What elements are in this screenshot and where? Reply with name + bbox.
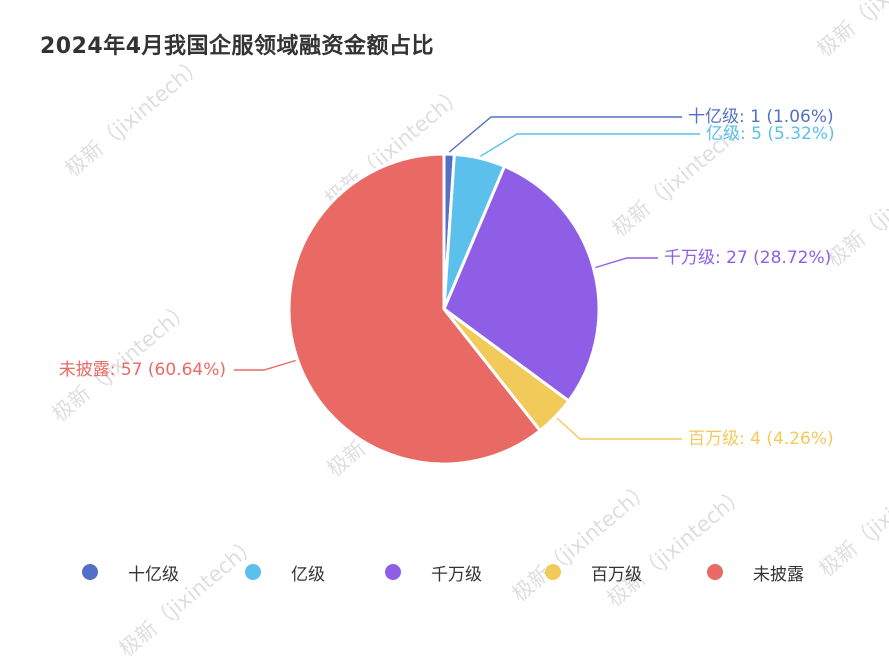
leader-line-1 [480,133,700,157]
data-label-0: 十亿级: 1 (1.06%) [688,107,834,127]
data-label-2: 千万级: 27 (28.72%) [664,248,831,268]
legend-marker [545,564,561,580]
leader-line-3 [556,417,682,440]
legend-label: 千万级 [431,564,482,585]
leader-line-4 [234,359,296,371]
legend-marker [245,564,261,580]
legend-item-0[interactable]: 十亿级 [82,556,179,588]
pie-chart: 十亿级: 1 (1.06%)亿级: 5 (5.32%) 千万级: 27 (28.7… [59,107,835,466]
legend-marker [385,564,401,580]
data-label-1: 亿级: 5 (5.32%) [706,124,835,144]
legend-marker [707,564,723,580]
legend-label: 十亿级 [128,564,179,585]
legend-label: 未披露 [753,564,804,585]
legend-item-3[interactable]: 百万级 [545,556,642,588]
leader-line-0 [448,116,682,153]
watermark-text: 极新（jixintech） [114,531,263,662]
pie-slice-2[interactable] [442,164,601,403]
data-label-4: 未披露: 57 (60.64%) [59,360,226,380]
chart-title: 2024年4月我国企服领域融资金额占比 [40,34,435,59]
leader-line-2 [595,257,658,269]
legend: 十亿级 亿级 千万级 百万级 未披露 [0,556,889,588]
legend-item-1[interactable]: 亿级 [245,556,325,588]
legend-label: 百万级 [591,564,642,585]
legend-item-4[interactable]: 未披露 [707,556,804,588]
pie-slice-4[interactable] [287,152,542,466]
legend-item-2[interactable]: 千万级 [385,556,482,588]
legend-label: 亿级 [291,564,325,585]
legend-marker [82,564,98,580]
data-label-3: 百万级: 4 (4.26%) [688,429,834,449]
